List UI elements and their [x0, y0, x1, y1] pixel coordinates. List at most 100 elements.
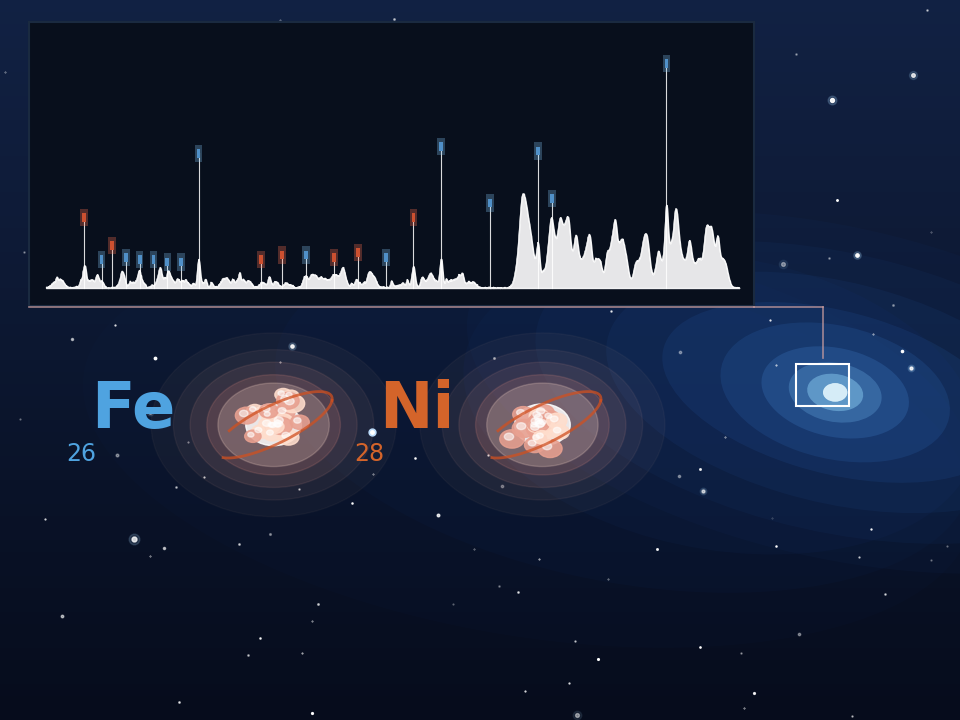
Text: Ni: Ni — [379, 379, 455, 441]
Bar — [100, 256, 104, 264]
Bar — [0, 144, 960, 156]
Circle shape — [268, 423, 275, 427]
Circle shape — [500, 430, 524, 448]
Bar — [0, 108, 960, 120]
Circle shape — [535, 418, 542, 424]
Circle shape — [218, 383, 329, 467]
Bar — [0, 36, 960, 48]
Bar — [0, 240, 960, 252]
Circle shape — [190, 362, 357, 487]
Bar — [135, 251, 143, 269]
Circle shape — [206, 374, 341, 475]
Circle shape — [539, 440, 563, 457]
Ellipse shape — [464, 252, 960, 554]
Bar — [382, 248, 390, 266]
Circle shape — [270, 417, 293, 434]
Circle shape — [487, 383, 598, 467]
Circle shape — [824, 384, 847, 401]
Circle shape — [264, 412, 270, 416]
Bar — [279, 251, 283, 259]
Text: 28: 28 — [354, 441, 384, 466]
Bar — [195, 145, 203, 162]
Circle shape — [529, 409, 549, 423]
Bar — [0, 168, 960, 180]
Bar — [152, 256, 156, 264]
Ellipse shape — [606, 271, 960, 513]
Bar — [332, 253, 336, 261]
Circle shape — [532, 417, 555, 434]
Circle shape — [531, 418, 540, 424]
Circle shape — [282, 432, 290, 438]
Bar — [0, 624, 960, 636]
Bar — [81, 209, 88, 226]
Bar — [197, 149, 201, 158]
Bar — [124, 253, 128, 261]
Circle shape — [513, 407, 534, 422]
Bar — [412, 213, 416, 222]
Bar — [137, 256, 141, 264]
Bar — [0, 684, 960, 696]
Circle shape — [541, 411, 560, 424]
Text: 26: 26 — [66, 441, 96, 466]
Bar — [0, 432, 960, 444]
Circle shape — [250, 407, 256, 411]
Circle shape — [276, 392, 300, 409]
Bar — [0, 456, 960, 468]
Bar — [0, 540, 960, 552]
Bar — [0, 12, 960, 24]
Bar — [0, 360, 960, 372]
Bar — [0, 60, 960, 72]
Bar — [277, 246, 285, 264]
Bar — [438, 138, 445, 155]
Ellipse shape — [83, 245, 960, 648]
Bar — [550, 194, 554, 202]
Bar — [548, 189, 556, 207]
Circle shape — [280, 395, 289, 402]
Bar — [0, 696, 960, 708]
Circle shape — [533, 412, 540, 417]
Bar — [0, 324, 960, 336]
Circle shape — [265, 420, 281, 432]
Bar — [662, 55, 670, 73]
Circle shape — [272, 420, 287, 432]
Circle shape — [530, 433, 546, 445]
Bar — [664, 60, 668, 68]
Bar — [98, 251, 106, 269]
Bar — [0, 552, 960, 564]
Circle shape — [443, 350, 642, 500]
Ellipse shape — [789, 362, 881, 423]
Bar — [0, 132, 960, 144]
Bar — [0, 468, 960, 480]
Bar — [163, 253, 171, 271]
Bar — [0, 600, 960, 612]
Bar — [0, 228, 960, 240]
Bar — [0, 480, 960, 492]
Ellipse shape — [807, 374, 863, 411]
Ellipse shape — [720, 323, 950, 462]
Circle shape — [262, 420, 271, 426]
Bar — [354, 244, 362, 261]
Bar — [178, 253, 185, 271]
Circle shape — [535, 421, 544, 428]
Circle shape — [531, 418, 554, 436]
Circle shape — [536, 420, 544, 427]
Bar — [0, 444, 960, 456]
Bar — [122, 248, 130, 266]
Circle shape — [531, 422, 538, 427]
Bar — [0, 216, 960, 228]
Bar — [0, 120, 960, 132]
Bar — [537, 147, 540, 156]
Bar — [0, 636, 960, 648]
Ellipse shape — [536, 241, 960, 544]
Circle shape — [275, 405, 295, 420]
Circle shape — [540, 420, 546, 425]
Circle shape — [530, 411, 552, 428]
Circle shape — [545, 413, 552, 418]
Bar — [150, 251, 157, 269]
Circle shape — [294, 418, 301, 423]
Circle shape — [275, 417, 283, 423]
Circle shape — [533, 431, 551, 444]
Circle shape — [259, 404, 278, 418]
Circle shape — [537, 408, 544, 414]
Circle shape — [537, 418, 553, 430]
